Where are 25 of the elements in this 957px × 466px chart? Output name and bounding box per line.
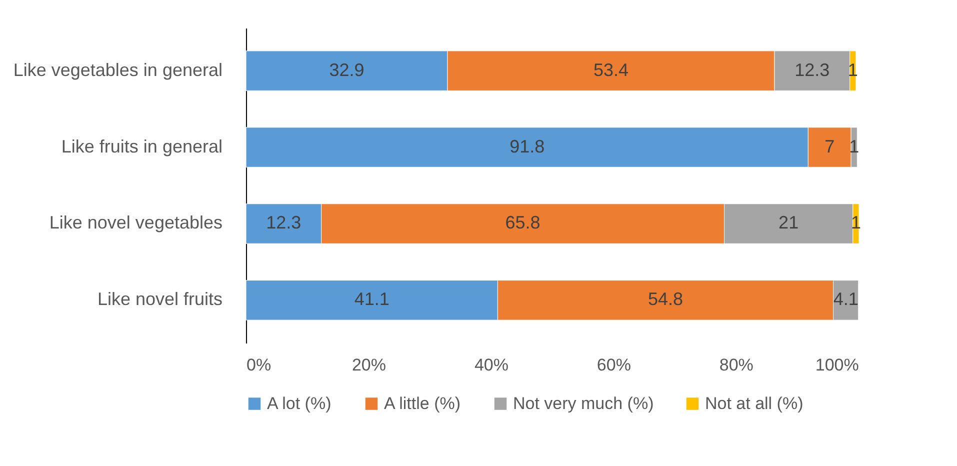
- data-label: 41.1: [354, 289, 390, 310]
- legend-label: Not at all (%): [705, 394, 804, 413]
- x-tick-label: 40%: [474, 356, 508, 374]
- data-label: 7: [824, 136, 835, 156]
- data-label: 65.8: [505, 212, 540, 233]
- data-label: 32.9: [329, 60, 364, 80]
- x-tick-label: 0%: [246, 356, 272, 374]
- data-label: 12.3: [794, 60, 830, 80]
- data-label: 53.4: [593, 60, 629, 80]
- data-label: 4.1: [833, 289, 858, 310]
- x-tick-label: 20%: [352, 356, 386, 374]
- y-tick-label: Like novel fruits: [97, 289, 222, 310]
- data-label: 91.8: [510, 136, 545, 156]
- y-tick-label: Like vegetables in general: [13, 60, 222, 80]
- x-tick-label: 100%: [815, 356, 859, 374]
- x-tick-label: 60%: [596, 356, 631, 374]
- legend-label: A lot (%): [267, 394, 332, 413]
- legend-label: A little (%): [384, 394, 461, 413]
- data-label: 54.8: [648, 289, 684, 310]
- y-tick-label: Like fruits in general: [61, 136, 222, 156]
- data-label: 21: [778, 212, 799, 233]
- legend-label: Not very much (%): [513, 394, 654, 413]
- data-label: 12.3: [266, 212, 302, 233]
- y-tick-label: Like novel vegetables: [49, 212, 222, 233]
- x-tick-label: 80%: [719, 356, 754, 374]
